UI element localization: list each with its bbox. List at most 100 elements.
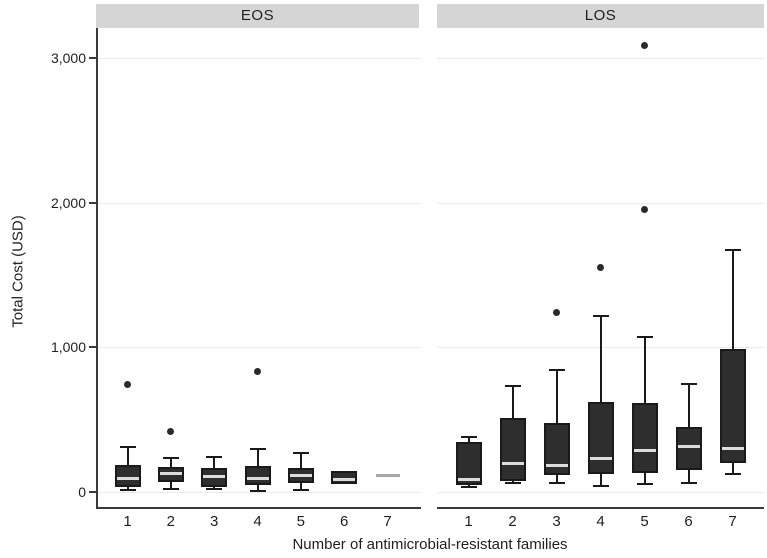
boxplot-median-line <box>545 463 568 467</box>
boxplot-lower-whisker <box>467 484 470 487</box>
x-tick-label: 2 <box>508 513 517 530</box>
outlier-point <box>641 42 648 50</box>
gridline <box>437 58 764 59</box>
boxplot-upper-whisker-cap <box>249 448 266 451</box>
boxplot-upper-whisker <box>599 315 602 403</box>
boxplot-lower-whisker <box>555 475 558 484</box>
boxplot-box <box>244 465 271 485</box>
boxplot-upper-whisker <box>299 452 302 469</box>
panel-plot-area <box>96 28 421 509</box>
boxplot-lower-whisker <box>299 483 302 490</box>
boxplot-lower-whisker-cap <box>249 489 266 492</box>
boxplot-upper-whisker-cap <box>460 436 477 439</box>
x-tick-label: 1 <box>464 513 473 530</box>
boxplot-lower-whisker-cap <box>592 485 609 488</box>
x-tick-label: 7 <box>728 513 737 530</box>
boxplot-lower-whisker-cap <box>636 483 653 486</box>
boxplot-box <box>455 442 482 485</box>
gridline <box>437 202 764 204</box>
boxplot-median-line <box>159 472 182 476</box>
boxplot-upper-whisker <box>555 370 558 424</box>
boxplot-upper-whisker-cap <box>724 248 741 251</box>
boxplot-upper-whisker <box>169 458 172 467</box>
y-tick-label: 0 <box>78 484 86 500</box>
boxplot-box <box>499 418 526 482</box>
boxplot-box <box>543 423 570 476</box>
y-tick-label: 2,000 <box>50 194 86 211</box>
boxplot-median-line <box>589 457 612 461</box>
x-tick-label: 4 <box>596 513 605 530</box>
boxplot-upper-whisker <box>687 383 690 427</box>
single-observation-line <box>375 473 400 477</box>
boxplot-lower-whisker <box>213 486 216 490</box>
boxplot-upper-whisker-cap <box>636 336 653 339</box>
outlier-point <box>254 368 261 376</box>
boxplot-median-line <box>333 478 356 482</box>
boxplot-lower-whisker <box>643 473 646 485</box>
boxplot-lower-whisker <box>599 473 602 487</box>
x-tick-label: 3 <box>209 513 219 530</box>
boxplot-box <box>675 426 702 471</box>
boxplot-median-line <box>116 477 139 481</box>
boxplot-lower-whisker-cap <box>206 488 223 491</box>
boxplot-lower-whisker-cap <box>292 488 309 491</box>
y-tick-label: 1,000 <box>50 339 86 356</box>
x-tick-label: 4 <box>253 513 262 530</box>
boxplot-median-line <box>677 444 700 448</box>
boxplot-median-line <box>721 447 744 451</box>
boxplot-upper-whisker <box>213 457 216 469</box>
boxplot-upper-whisker <box>511 385 514 419</box>
boxplot-lower-whisker-cap <box>724 472 741 475</box>
boxplot-box <box>587 402 614 474</box>
y-tick-label: 3,000 <box>50 50 86 66</box>
boxplot-median-line <box>289 473 312 477</box>
x-tick-label: 5 <box>640 513 649 530</box>
boxplot-upper-whisker-cap <box>119 446 136 449</box>
y-tick-mark <box>89 491 96 493</box>
boxplot-lower-whisker <box>126 486 129 490</box>
x-tick-label: 7 <box>383 513 392 530</box>
y-tick-mark <box>89 57 96 59</box>
boxplot-upper-whisker-cap <box>592 314 609 317</box>
x-tick-label: 2 <box>166 513 175 530</box>
boxplot-upper-whisker <box>467 437 470 443</box>
outlier-point <box>124 380 131 388</box>
boxplot-lower-whisker <box>169 481 172 490</box>
x-tick-label: 1 <box>123 513 132 530</box>
boxplot-lower-whisker-cap <box>680 482 697 485</box>
boxplot-lower-whisker-cap <box>504 482 521 485</box>
gridline <box>98 202 421 204</box>
y-tick-mark <box>89 201 96 204</box>
boxplot-lower-whisker <box>731 463 734 474</box>
boxplot-median-line <box>633 448 656 452</box>
boxplot-upper-whisker <box>731 249 734 349</box>
boxplot-median-line <box>457 478 480 482</box>
boxplot-upper-whisker-cap <box>504 384 521 387</box>
outlier-point <box>553 309 560 317</box>
x-tick-label: 5 <box>296 513 305 530</box>
boxplot-upper-whisker <box>256 449 259 466</box>
boxplot-upper-whisker-cap <box>680 382 697 385</box>
gridline <box>437 492 764 493</box>
x-tick-label: 6 <box>684 513 693 530</box>
boxplot-upper-whisker-cap <box>162 457 179 459</box>
boxplot-upper-whisker-cap <box>206 456 223 459</box>
x-axis-title: Number of antimicrobial-resistant famili… <box>292 536 568 553</box>
outlier-point <box>597 264 604 272</box>
boxplot-lower-whisker-cap <box>548 482 565 485</box>
boxplot-lower-whisker <box>511 481 514 484</box>
panel-strip: LOS <box>437 4 764 28</box>
boxplot-median-line <box>501 461 524 465</box>
boxplot-upper-whisker <box>643 337 646 404</box>
outlier-point <box>167 428 175 436</box>
boxplot-median-line <box>203 475 226 479</box>
boxplot-lower-whisker <box>256 484 259 491</box>
boxplot-box <box>631 403 658 474</box>
y-tick-mark <box>89 346 96 349</box>
boxplot-lower-whisker-cap <box>460 485 477 488</box>
gridline <box>98 492 421 493</box>
boxplot-upper-whisker-cap <box>292 451 309 454</box>
boxplot-lower-whisker <box>687 470 690 484</box>
outlier-point <box>641 206 648 214</box>
